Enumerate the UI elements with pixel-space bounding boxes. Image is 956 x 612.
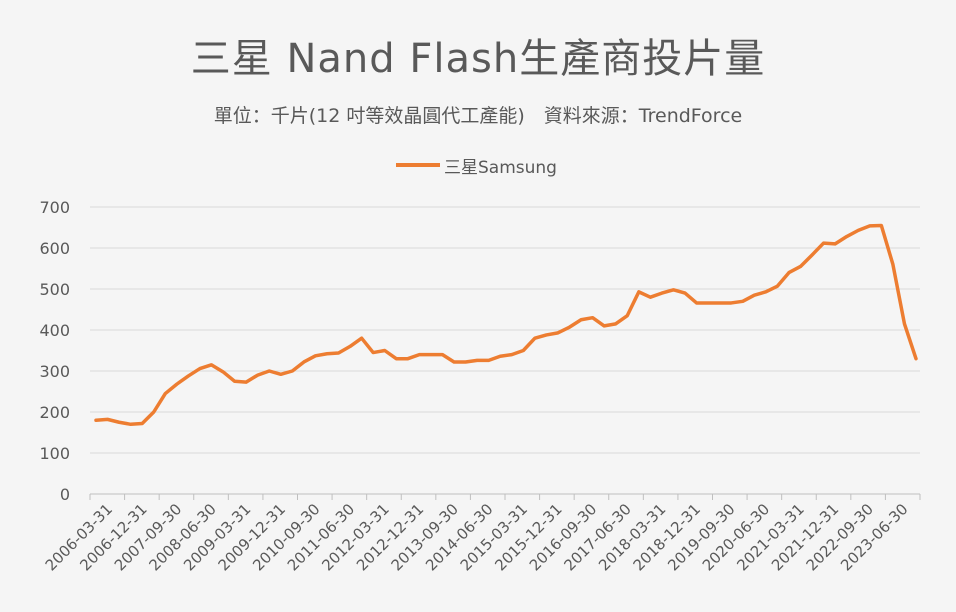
data-point-0-42 — [579, 318, 582, 321]
data-point-0-3 — [129, 423, 132, 426]
data-point-0-57 — [753, 294, 756, 297]
data-point-0-9 — [198, 367, 201, 370]
data-point-0-51 — [683, 292, 686, 295]
data-point-0-17 — [291, 369, 294, 372]
data-point-0-5 — [152, 410, 155, 413]
data-point-0-19 — [314, 354, 317, 357]
chart-subtitle: 單位：千片(12 吋等效晶圓代工產能) 資料來源：TrendForce — [213, 105, 743, 127]
data-point-0-60 — [787, 271, 790, 274]
data-point-0-33 — [476, 359, 479, 362]
data-point-0-54 — [718, 301, 721, 304]
y-tick-label-6: 600 — [39, 239, 70, 258]
data-point-0-24 — [372, 351, 375, 354]
data-point-0-50 — [672, 288, 675, 291]
data-point-0-30 — [441, 353, 444, 356]
data-point-0-6 — [164, 392, 167, 395]
data-point-0-18 — [302, 360, 305, 363]
data-point-0-39 — [545, 333, 548, 336]
data-point-0-35 — [499, 355, 502, 358]
data-point-0-32 — [464, 360, 467, 363]
data-point-0-65 — [845, 235, 848, 238]
data-point-0-7 — [175, 383, 178, 386]
data-point-0-37 — [522, 349, 525, 352]
data-point-0-61 — [799, 265, 802, 268]
legend-line-swatch — [396, 163, 440, 167]
y-tick-label-2: 200 — [39, 403, 70, 422]
data-point-0-43 — [591, 316, 594, 319]
data-point-0-41 — [568, 326, 571, 329]
data-point-0-36 — [510, 353, 513, 356]
data-point-0-53 — [707, 301, 710, 304]
data-point-0-23 — [360, 337, 363, 340]
data-point-0-44 — [603, 324, 606, 327]
data-point-0-10 — [210, 363, 213, 366]
data-point-0-29 — [429, 353, 432, 356]
data-point-0-49 — [660, 292, 663, 295]
data-point-0-28 — [418, 353, 421, 356]
y-tick-label-3: 300 — [39, 362, 70, 381]
data-point-0-68 — [880, 224, 883, 227]
data-point-0-67 — [868, 224, 871, 227]
data-point-0-27 — [406, 357, 409, 360]
data-point-0-22 — [348, 345, 351, 348]
data-point-0-0 — [94, 419, 97, 422]
data-point-0-31 — [452, 360, 455, 363]
y-tick-label-1: 100 — [39, 444, 70, 463]
data-point-0-45 — [614, 322, 617, 325]
data-point-0-47 — [637, 290, 640, 293]
data-point-0-66 — [857, 229, 860, 232]
data-point-0-40 — [556, 331, 559, 334]
data-point-0-13 — [245, 380, 248, 383]
data-point-0-64 — [834, 242, 837, 245]
data-point-0-1 — [106, 418, 109, 421]
data-point-0-26 — [395, 357, 398, 360]
data-point-0-8 — [187, 374, 190, 377]
legend: 三星Samsung — [396, 154, 557, 178]
y-tick-label-4: 400 — [39, 321, 70, 340]
data-point-0-34 — [487, 359, 490, 362]
data-point-0-58 — [764, 290, 767, 293]
y-tick-label-7: 700 — [39, 198, 70, 217]
y-tick-label-5: 500 — [39, 280, 70, 299]
data-point-0-63 — [822, 241, 825, 244]
y-tick-label-0: 0 — [60, 485, 70, 504]
data-point-0-52 — [695, 301, 698, 304]
data-point-0-12 — [233, 380, 236, 383]
chart-title: 三星 Nand Flash生產商投片量 — [190, 36, 766, 82]
data-point-0-48 — [649, 296, 652, 299]
data-point-0-62 — [810, 253, 813, 256]
data-point-0-38 — [533, 337, 536, 340]
data-point-0-55 — [730, 301, 733, 304]
data-point-0-2 — [118, 421, 121, 424]
data-point-0-71 — [914, 357, 917, 360]
data-point-0-15 — [268, 369, 271, 372]
data-point-0-46 — [626, 314, 629, 317]
data-point-0-16 — [279, 373, 282, 376]
data-point-0-69 — [891, 263, 894, 266]
legend-label: 三星Samsung — [444, 157, 557, 178]
data-point-0-25 — [383, 349, 386, 352]
data-point-0-59 — [776, 285, 779, 288]
data-point-0-14 — [256, 374, 259, 377]
data-point-0-56 — [741, 300, 744, 303]
data-point-0-70 — [903, 322, 906, 325]
data-point-0-21 — [337, 351, 340, 354]
data-point-0-11 — [221, 370, 224, 373]
data-point-0-20 — [325, 352, 328, 355]
series-line-0 — [94, 223, 918, 427]
data-point-0-4 — [141, 422, 144, 425]
